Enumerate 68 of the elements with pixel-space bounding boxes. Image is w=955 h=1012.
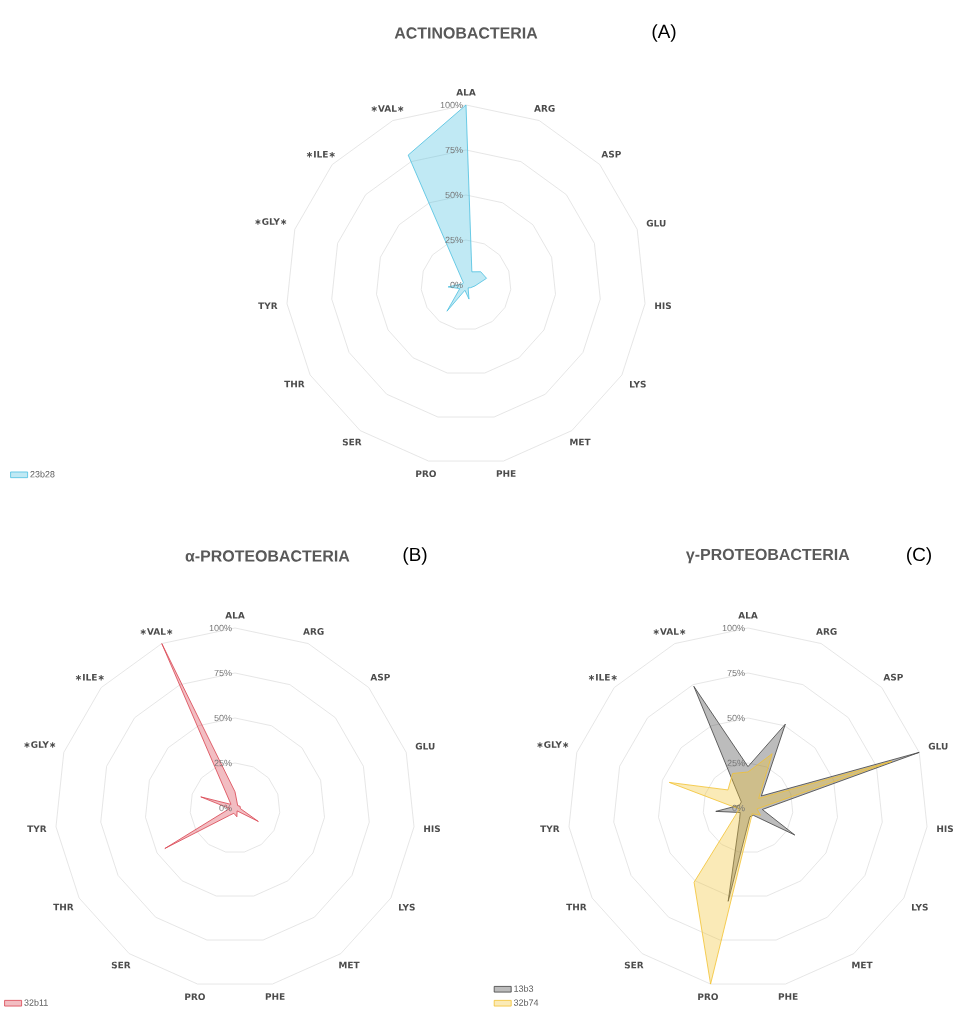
spoke-label: ARG	[534, 105, 555, 112]
legend-label: 13b3	[514, 985, 534, 992]
spoke-label: ∗ILE∗	[588, 674, 617, 681]
y-tick-label: 100%	[722, 624, 745, 632]
spoke-label: LYS	[399, 903, 415, 911]
y-tick-label: 75%	[214, 669, 232, 677]
spoke-label: ∗VAL∗	[653, 628, 686, 635]
y-tick-label: 25%	[445, 236, 463, 244]
spoke-label: HIS	[424, 825, 441, 833]
spoke-label: ALA	[456, 89, 476, 96]
y-tick-label: 50%	[214, 714, 232, 722]
spoke-label: ∗GLY∗	[537, 741, 569, 748]
spoke-label: ARG	[303, 628, 324, 635]
spoke-label: ∗ILE∗	[75, 674, 104, 681]
spoke-label: TYR	[258, 302, 278, 310]
spoke-label: GLU	[928, 742, 948, 750]
spoke-label: PHE	[496, 470, 516, 477]
spoke-label: ALA	[225, 612, 245, 619]
spoke-label: ∗GLY∗	[24, 741, 56, 748]
spoke-label: GLU	[415, 742, 435, 750]
y-tick-label: 75%	[727, 669, 745, 677]
chart-title: α-PROTEOBACTERIA	[185, 550, 350, 562]
spoke-label: THR	[284, 380, 305, 388]
spoke-label: SER	[624, 961, 644, 969]
spoke-label: ASP	[601, 150, 621, 158]
spoke-label: MET	[339, 961, 360, 969]
spoke-label: THR	[566, 903, 587, 911]
spoke-label: PHE	[778, 993, 798, 1000]
y-tick-label: 25%	[727, 759, 745, 767]
spoke-label: ∗ILE∗	[306, 151, 335, 158]
spoke-label: PRO	[185, 993, 205, 1001]
y-tick-label: 75%	[445, 146, 463, 154]
spoke-label: PHE	[265, 993, 285, 1000]
spoke-label: ASP	[883, 673, 903, 681]
spoke-label: ∗VAL∗	[140, 628, 173, 635]
spoke-label: SER	[342, 438, 362, 446]
legend-label: 32b11	[24, 999, 48, 1006]
spoke-label: PRO	[416, 470, 436, 478]
legend-label: 23b28	[30, 470, 55, 478]
y-tick-label: 100%	[209, 624, 232, 632]
spoke-label: SER	[111, 961, 131, 969]
spoke-label: ∗VAL∗	[371, 105, 404, 112]
chart-title: γ-PROTEOBACTERIA	[685, 548, 850, 564]
spoke-label: GLU	[646, 219, 666, 227]
spoke-label: MET	[570, 438, 591, 446]
spoke-label: THR	[53, 903, 74, 911]
y-tick-label: 100%	[440, 101, 463, 109]
spoke-label: ASP	[370, 673, 390, 681]
y-tick-label: 0%	[732, 804, 745, 812]
spoke-label: ALA	[738, 612, 758, 619]
y-tick-label: 50%	[445, 191, 463, 199]
spoke-label: MET	[852, 961, 873, 969]
spoke-label: LYS	[912, 903, 928, 911]
chart-title: ACTINOBACTERIA	[394, 27, 538, 39]
text: (A)	[652, 24, 676, 42]
spoke-label: ∗GLY∗	[255, 218, 287, 225]
spoke-label: HIS	[937, 825, 954, 833]
text: (C)	[907, 547, 931, 565]
spoke-label: TYR	[27, 825, 47, 833]
y-tick-label: 50%	[727, 714, 745, 722]
spoke-label: LYS	[630, 380, 646, 388]
spoke-label: TYR	[540, 825, 560, 833]
spoke-label: PRO	[698, 993, 719, 1001]
spoke-label: ARG	[816, 628, 837, 635]
legend-label: 32b74	[513, 999, 539, 1006]
y-tick-label: 0%	[450, 281, 463, 289]
text: (B)	[403, 547, 427, 565]
spoke-label: HIS	[655, 302, 672, 310]
